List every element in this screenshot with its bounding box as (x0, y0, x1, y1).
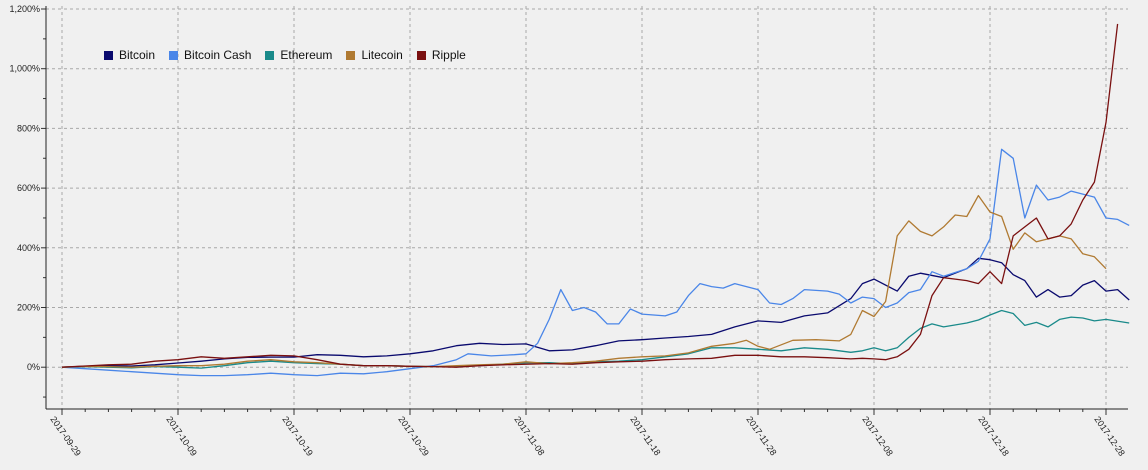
y-tick-label: 1,200% (9, 4, 40, 14)
y-tick-label: 600% (17, 183, 40, 193)
legend-swatch (265, 50, 275, 60)
x-tick-label: 2017-10-29 (396, 414, 431, 457)
series-line-bitcoin (61, 257, 1130, 368)
x-tick-label: 2017-12-08 (860, 414, 895, 457)
legend-label: Ripple (431, 48, 466, 62)
x-tick-label: 2017-11-18 (628, 414, 662, 457)
y-tick-label: 200% (17, 303, 40, 313)
legend-item[interactable]: Litecoin (346, 48, 403, 62)
legend-item[interactable]: Bitcoin Cash (169, 48, 251, 62)
legend-label: Litecoin (361, 48, 403, 62)
y-tick-label: 400% (17, 243, 40, 253)
series-line-bitcoin-cash (61, 148, 1130, 377)
legend-item[interactable]: Ripple (416, 48, 466, 62)
x-tick-label: 2017-10-19 (280, 414, 315, 457)
x-tick-label: 2017-11-28 (744, 414, 778, 457)
x-tick-label: 2017-10-09 (164, 414, 199, 457)
series-lines (61, 23, 1130, 377)
x-tick-label: 2017-12-18 (976, 414, 1011, 457)
legend-item[interactable]: Ethereum (265, 48, 332, 62)
legend-swatch (416, 50, 426, 60)
x-tick-label: 2017-09-29 (48, 414, 83, 457)
x-tick-label: 2017-11-08 (512, 414, 546, 457)
axes (41, 6, 1128, 415)
legend: Bitcoin Bitcoin Cash Ethereum Litecoin Rippl… (104, 48, 466, 62)
gridlines (46, 6, 1128, 409)
series-line-ethereum (61, 309, 1130, 369)
y-tick-label: 0% (27, 362, 40, 372)
x-tick-label: 2017-12-28 (1092, 414, 1127, 457)
series-line-litecoin (61, 194, 1107, 368)
legend-label: Bitcoin (119, 48, 156, 62)
legend-swatch (169, 50, 179, 60)
series-line-ripple (61, 23, 1119, 368)
legend-item[interactable]: Bitcoin (104, 48, 155, 62)
legend-label: Bitcoin Cash (184, 48, 252, 62)
y-tick-label: 800% (17, 123, 40, 133)
legend-swatch (104, 50, 113, 60)
tick-labels: 0% 200% 400% 600% 800% 1,000% 1,200% 2017-09-29… (9, 4, 1126, 458)
legend-label: Ethereum (280, 48, 333, 62)
legend-swatch (346, 50, 356, 60)
y-tick-label: 1,000% (9, 64, 40, 74)
